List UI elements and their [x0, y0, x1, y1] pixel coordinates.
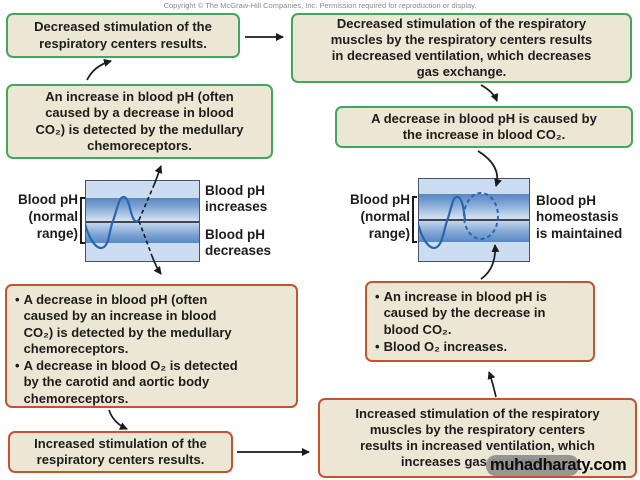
homeostasis-dashed-ellipse	[463, 192, 499, 240]
bullet-text: Blood O₂ increases.	[383, 338, 508, 354]
arrow-detected-to-increased-stim	[108, 409, 128, 430]
right-ph-wave	[418, 195, 467, 249]
box-increase-ph-detected: An increase in blood pH (often caused by…	[6, 84, 273, 159]
box-increase-ph-caused: • An increase in blood pH is caused by t…	[365, 281, 595, 362]
bullet-text: A decrease in blood O₂ is detected by th…	[23, 358, 238, 406]
bullet-text: A decrease in blood pH (often caused by …	[23, 292, 232, 356]
bullet-text: An increase in blood pH is caused by the…	[383, 289, 547, 337]
right-range-bracket	[412, 196, 417, 243]
arrow-muscles-to-decrease-caused	[480, 84, 499, 102]
box-decreased-stimulation-muscles: Decreased stimulation of the respiratory…	[291, 13, 632, 83]
bullet-item: • A decrease in blood O₂ is detected by …	[15, 358, 238, 407]
left-ph-wave	[85, 195, 140, 249]
copyright-notice: Copyright © The McGraw-Hill Companies, I…	[163, 1, 477, 10]
right-axis-label-blood-ph-normal-range: Blood pH (normal range)	[350, 192, 410, 241]
box-decrease-ph-detected: • A decrease in blood pH (often caused b…	[5, 284, 298, 408]
box-decrease-ph-caused: A decrease in blood pH is caused by the …	[335, 106, 633, 148]
label-blood-ph-decreases: Blood pH decreases	[205, 227, 272, 259]
box-decreased-stimulation-centers: Decreased stimulation of the respiratory…	[6, 13, 240, 58]
arrow-muscles-to-increase-caused	[487, 371, 497, 398]
left-axis-label-blood-ph-normal-range: Blood pH (normal range)	[18, 192, 78, 241]
label-blood-ph-homeostasis: Blood pH homeostasis is maintained	[536, 193, 623, 241]
bullet-icon: •	[15, 358, 20, 373]
bullet-item: • Blood O₂ increases.	[375, 339, 507, 355]
bullet-item: • An increase in blood pH is caused by t…	[375, 289, 547, 338]
right-normal-range-band	[419, 194, 529, 242]
watermark-pill	[486, 455, 579, 476]
right-wave-chart	[418, 178, 530, 262]
box-increased-stimulation-centers: Increased stimulation of the respiratory…	[8, 431, 233, 473]
bullet-icon: •	[375, 338, 380, 354]
left-range-bracket	[80, 197, 85, 244]
left-wave-chart	[85, 180, 200, 262]
watermark-text: muhadharaty.com	[490, 456, 627, 474]
bullet-item: • A decrease in blood pH (often caused b…	[15, 292, 232, 357]
arrow-detected-to-decreased-stim	[86, 58, 112, 81]
label-blood-ph-increases: Blood pH increases	[205, 183, 268, 215]
bullet-icon: •	[15, 292, 20, 307]
left-normal-range-band	[86, 198, 199, 243]
bullet-icon: •	[375, 289, 380, 304]
